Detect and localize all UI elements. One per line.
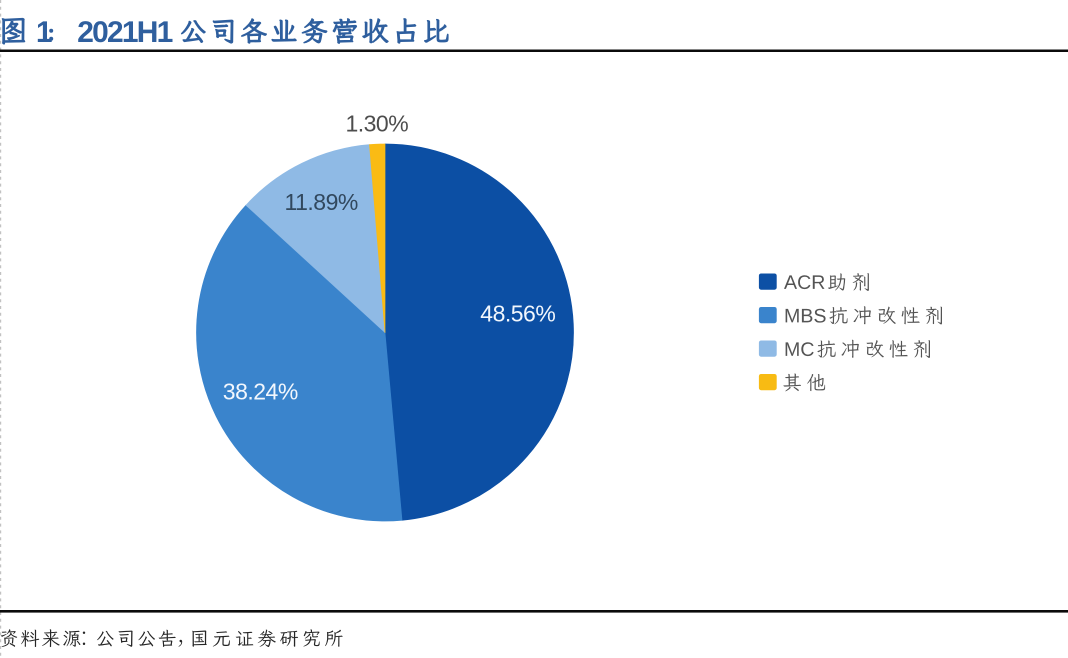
svg-text:11.89%: 11.89% — [285, 189, 358, 215]
svg-text:38.24%: 38.24% — [223, 378, 298, 404]
svg-text:48.56%: 48.56% — [480, 300, 555, 326]
svg-text:1.30%: 1.30% — [345, 110, 408, 136]
